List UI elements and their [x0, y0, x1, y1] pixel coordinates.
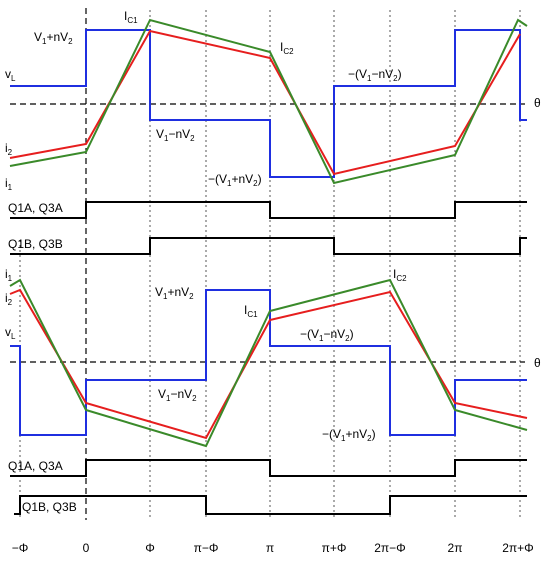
theta-label-bottom: θ [534, 356, 541, 370]
bottom-ic2-label: IC2 [393, 267, 407, 283]
bottom-gate-q1b-q3b [14, 495, 527, 515]
top-vL-waveform [10, 29, 527, 178]
top-ic2-label: IC2 [280, 40, 294, 56]
bottom-gate-a-label: Q1A, Q3A [8, 459, 63, 473]
x-tick-minus-phi: −Φ [12, 541, 29, 555]
bottom-ic1-label: IC1 [244, 303, 258, 319]
top-annot-neg-v1-plus-nv2: −(V1+nV2) [208, 172, 262, 188]
top-annot-v1-plus-nv2: V1+nV2 [34, 30, 73, 46]
x-tick-2pi: 2π [448, 541, 463, 555]
x-tick-pi-minus-phi: π−Φ [194, 541, 219, 555]
bottom-annot-v1-minus-nv2: V1−nV2 [158, 387, 197, 403]
x-tick-labels: −Φ 0 Φ π−Φ π π+Φ 2π−Φ 2π 2π+Φ [12, 541, 534, 555]
x-tick-2pi-minus-phi: 2π−Φ [374, 541, 406, 555]
bottom-vL-waveform [10, 289, 527, 436]
bottom-i2-label: i2 [5, 291, 13, 307]
x-tick-pi: π [266, 541, 274, 555]
x-tick-pi-plus-phi: π+Φ [322, 541, 347, 555]
theta-label-top: θ [534, 96, 541, 110]
top-ic1-label: IC1 [124, 9, 138, 25]
bottom-i1-label: i1 [5, 267, 13, 283]
bottom-i1-waveform [9, 278, 528, 448]
x-tick-zero: 0 [83, 541, 90, 555]
x-tick-phi: Φ [145, 541, 155, 555]
top-gate-a-label: Q1A, Q3A [8, 201, 63, 215]
top-annot-v1-minus-nv2: V1−nV2 [156, 127, 195, 143]
bottom-vL-label: vL [5, 325, 16, 341]
bottom-gate-b-label: Q1B, Q3B [22, 500, 77, 514]
top-gate-q1a-q3a [10, 201, 527, 219]
top-gate-b-label: Q1B, Q3B [8, 237, 63, 251]
top-vL-label: vL [5, 67, 16, 83]
bottom-annot-neg-v1-plus-nv2: −(V1+nV2) [322, 427, 376, 443]
top-gate-q1b-q3b [10, 237, 527, 255]
bottom-annot-neg-v1-minus-nv2: −(V1−nV2) [300, 327, 354, 343]
top-i2-label: i2 [5, 141, 13, 157]
top-i1-waveform [9, 18, 528, 185]
bottom-annot-v1-plus-nv2: V1+nV2 [155, 285, 194, 301]
x-tick-2pi-plus-phi: 2π+Φ [502, 541, 534, 555]
top-annot-neg-v1-minus-nv2: −(V1−nV2) [348, 67, 402, 83]
top-i1-label: i1 [5, 176, 13, 192]
top-i2-waveform [9, 29, 521, 176]
bottom-gate-q1a-q3a [10, 459, 527, 477]
